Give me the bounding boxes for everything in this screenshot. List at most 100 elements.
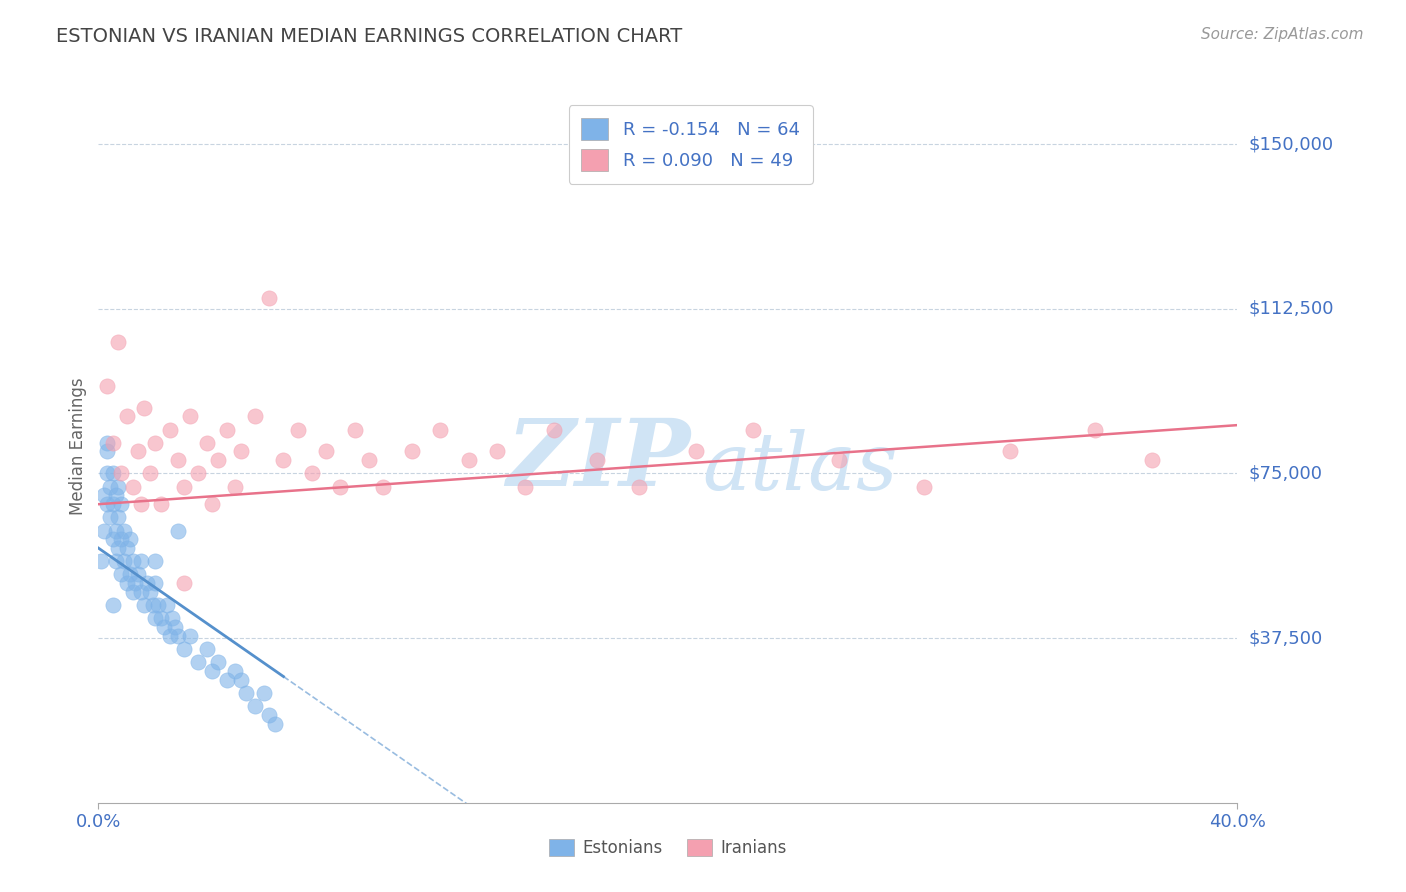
Point <box>107 334 129 349</box>
Point <box>167 629 190 643</box>
Point <box>101 435 124 450</box>
Point <box>343 423 366 437</box>
Point <box>187 655 209 669</box>
Point <box>135 576 157 591</box>
Point <box>112 554 135 568</box>
Point <box>156 598 179 612</box>
Point <box>124 576 146 591</box>
Point <box>685 444 707 458</box>
Point <box>173 642 195 657</box>
Point <box>159 423 181 437</box>
Text: $75,000: $75,000 <box>1249 465 1323 483</box>
Point <box>121 554 143 568</box>
Point <box>1084 423 1107 437</box>
Point <box>96 497 118 511</box>
Point <box>912 480 935 494</box>
Point <box>115 409 138 424</box>
Point <box>287 423 309 437</box>
Point <box>127 567 149 582</box>
Text: ESTONIAN VS IRANIAN MEDIAN EARNINGS CORRELATION CHART: ESTONIAN VS IRANIAN MEDIAN EARNINGS CORR… <box>56 27 682 45</box>
Point <box>90 554 112 568</box>
Point <box>179 409 201 424</box>
Point <box>301 467 323 481</box>
Point <box>195 642 218 657</box>
Point <box>187 467 209 481</box>
Point <box>998 444 1021 458</box>
Point <box>112 524 135 538</box>
Point <box>127 444 149 458</box>
Point <box>201 664 224 678</box>
Point <box>118 533 141 547</box>
Point <box>96 378 118 392</box>
Point <box>101 598 124 612</box>
Point <box>98 510 121 524</box>
Point <box>104 488 127 502</box>
Point <box>129 585 152 599</box>
Point <box>145 576 167 591</box>
Text: atlas: atlas <box>702 429 897 506</box>
Point <box>173 576 195 591</box>
Point <box>543 423 565 437</box>
Point <box>585 453 607 467</box>
Point <box>201 497 224 511</box>
Point <box>132 598 155 612</box>
Point <box>235 686 257 700</box>
Point <box>129 497 152 511</box>
Text: $37,500: $37,500 <box>1249 629 1323 647</box>
Point <box>121 480 143 494</box>
Point <box>101 497 124 511</box>
Point <box>373 480 395 494</box>
Point <box>138 585 160 599</box>
Point <box>167 524 190 538</box>
Y-axis label: Median Earnings: Median Earnings <box>69 377 87 515</box>
Point <box>167 453 190 467</box>
Point <box>159 629 181 643</box>
Text: $112,500: $112,500 <box>1249 300 1334 318</box>
Point <box>96 435 118 450</box>
Point <box>101 533 124 547</box>
Point <box>138 467 160 481</box>
Point <box>173 480 195 494</box>
Point <box>165 620 187 634</box>
Point <box>742 423 765 437</box>
Point <box>132 401 155 415</box>
Point <box>315 444 337 458</box>
Point <box>101 467 124 481</box>
Point <box>107 541 129 555</box>
Point <box>429 423 451 437</box>
Point <box>229 673 252 687</box>
Point <box>115 541 138 555</box>
Point <box>118 567 141 582</box>
Point <box>329 480 352 494</box>
Point <box>401 444 423 458</box>
Point <box>104 524 127 538</box>
Point <box>259 708 281 723</box>
Point <box>145 554 167 568</box>
Text: Source: ZipAtlas.com: Source: ZipAtlas.com <box>1201 27 1364 42</box>
Point <box>243 409 266 424</box>
Point <box>195 435 218 450</box>
Text: $150,000: $150,000 <box>1249 135 1333 153</box>
Point <box>107 480 129 494</box>
Point <box>98 480 121 494</box>
Point <box>357 453 380 467</box>
Point <box>259 291 281 305</box>
Point <box>224 664 246 678</box>
Point <box>153 620 176 634</box>
Point <box>207 655 229 669</box>
Point <box>457 453 479 467</box>
Point <box>107 510 129 524</box>
Point <box>264 716 287 731</box>
Point <box>1140 453 1163 467</box>
Point <box>96 444 118 458</box>
Point <box>207 453 229 467</box>
Point <box>121 585 143 599</box>
Point <box>215 423 238 437</box>
Point <box>104 554 127 568</box>
Point <box>179 629 201 643</box>
Point <box>129 554 152 568</box>
Point <box>110 467 132 481</box>
Point <box>115 576 138 591</box>
Point <box>828 453 851 467</box>
Point <box>273 453 295 467</box>
